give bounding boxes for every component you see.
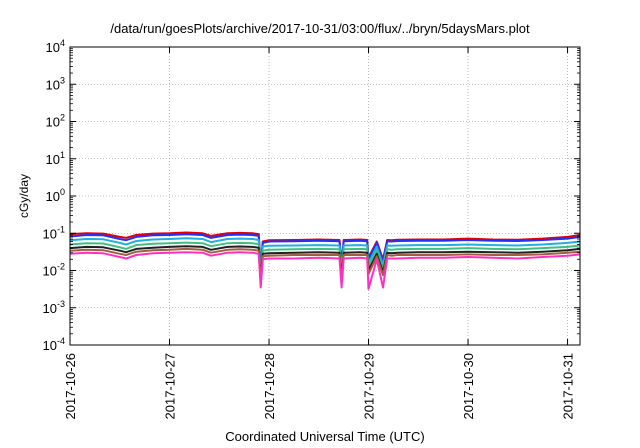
series-line-1 [69, 231, 581, 267]
x-tick-label: 2017-10-26 [63, 353, 78, 420]
x-axis-label: Coordinated Universal Time (UTC) [225, 429, 424, 444]
y-tick-label: 100 [46, 187, 65, 204]
y-tick-label: 101 [46, 150, 65, 167]
series-line-6 [69, 247, 581, 283]
y-axis-ticks: 10-4 10-3 10-2 10-1 100 101 102 103 104 [43, 38, 580, 353]
series-group [69, 231, 581, 290]
x-tick-label: 2017-10-28 [262, 353, 277, 420]
y-tick-label: 103 [46, 75, 65, 92]
y-axis-label: cGy/day [17, 174, 31, 218]
series-line-3 [69, 237, 581, 272]
x-tick-label: 2017-10-31 [561, 353, 576, 420]
series-line-7 [69, 251, 581, 290]
x-tick-label: 2017-10-27 [163, 353, 178, 420]
x-tick-label: 2017-10-29 [362, 353, 377, 420]
x-tick-label: 2017-10-30 [461, 353, 476, 420]
y-tick-label: 10-2 [43, 262, 65, 279]
grid [70, 47, 580, 345]
series-line-5 [69, 245, 581, 280]
x-axis-ticks: 2017-10-26 2017-10-27 2017-10-28 2017-10-29… [63, 47, 576, 420]
y-tick-label: 10-3 [43, 299, 65, 316]
y-tick-label: 102 [46, 113, 65, 130]
series-line-2 [69, 233, 581, 269]
chart-title: /data/run/goesPlots/archive/2017-10-31/0… [110, 21, 530, 36]
series-line-4 [69, 241, 581, 276]
y-tick-label: 10-1 [43, 224, 65, 241]
y-tick-label: 104 [46, 38, 65, 55]
y-tick-label: 10-4 [43, 336, 65, 353]
